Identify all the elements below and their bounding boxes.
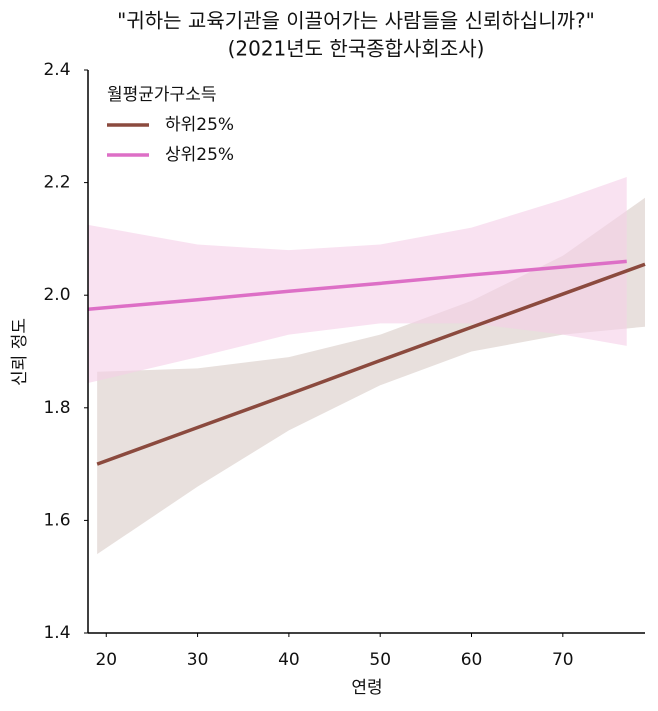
legend-label: 하위25% bbox=[165, 115, 234, 135]
x-tick-label: 30 bbox=[187, 650, 209, 670]
y-axis-label: 신뢰 정도 bbox=[10, 318, 30, 386]
x-tick-label: 70 bbox=[552, 650, 574, 670]
y-tick-label: 1.4 bbox=[43, 623, 70, 643]
series-line bbox=[87, 259, 627, 312]
legend-title: 월평균가구소득 bbox=[107, 85, 216, 105]
series-line bbox=[96, 262, 646, 466]
y-tick-label: 2.4 bbox=[43, 60, 70, 80]
y-tick-label: 2.2 bbox=[43, 173, 70, 193]
x-tick-label: 40 bbox=[278, 650, 300, 670]
chart-title: "귀하는 교육기관을 이끌어가는 사람들을 신뢰하십니까?" bbox=[117, 9, 595, 33]
x-tick-label: 60 bbox=[461, 650, 483, 670]
x-axis-label: 연령 bbox=[351, 678, 382, 698]
chart-subtitle: (2021년도 한국종합사회조사) bbox=[228, 37, 485, 61]
y-tick-label: 2.0 bbox=[43, 285, 70, 305]
x-tick-label: 20 bbox=[95, 650, 117, 670]
y-tick-label: 1.8 bbox=[43, 398, 70, 418]
confidence-band bbox=[88, 176, 627, 384]
legend-label: 상위25% bbox=[165, 145, 234, 165]
x-tick-label: 50 bbox=[369, 650, 391, 670]
y-tick-label: 1.6 bbox=[43, 510, 70, 530]
